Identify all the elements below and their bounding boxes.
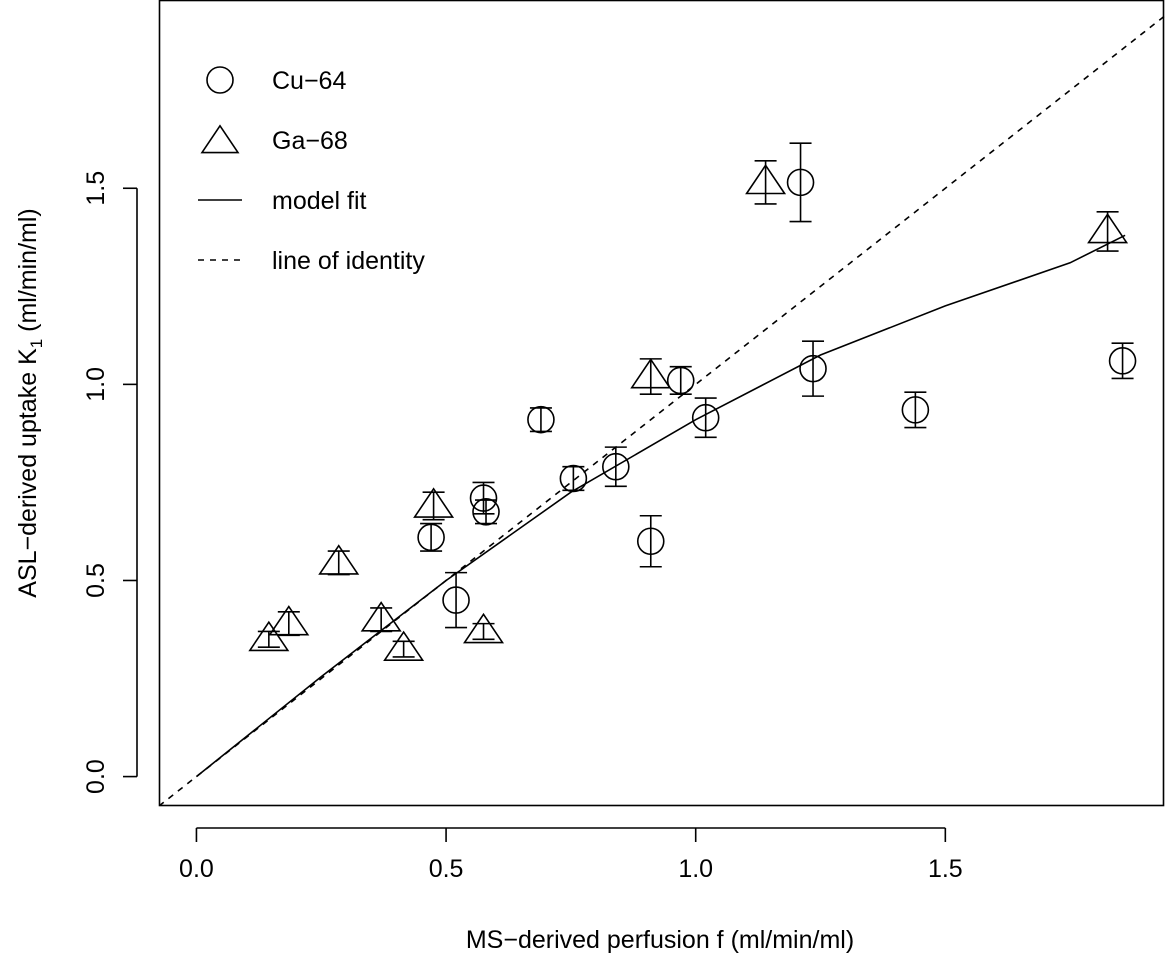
circle-data-point [1108,342,1137,380]
triangle-data-point [630,357,672,395]
legend-item: model fit [198,187,367,215]
triangle-marker [318,544,360,575]
triangle-data-point [248,620,290,652]
circle-marker [417,523,445,552]
triangle-data-point [413,487,455,521]
model-fit-line [195,234,1126,778]
x-tick-label: 1.0 [678,855,713,883]
y-axis-title-subscript: 1 [27,339,46,348]
legend-label: Cu−64 [272,67,346,95]
y-axis-title-main: ASL−derived uptake K [14,348,42,598]
points-layer [248,142,1137,662]
x-tick-label: 0.5 [429,855,464,883]
circle-data-point [469,481,498,515]
circle-data-point [691,397,720,439]
legend-label: model fit [272,187,367,215]
legend: Cu−64 Ga−68 model fit line of identity [198,66,425,275]
triangle-marker [268,605,310,636]
circle-marker [527,405,555,434]
circle-marker [691,403,720,432]
circle-data-point [666,365,695,395]
x-axis-title: MS−derived perfusion f (ml/min/ml) [466,926,854,954]
triangle-data-point [1087,210,1129,252]
circle-marker [666,366,695,395]
circle-marker [472,498,500,526]
circle-data-point [417,522,445,552]
circle-data-point [786,142,815,223]
circle-data-point [602,446,630,488]
x-tick-label: 1.5 [928,855,963,883]
x-tick-label: 0.0 [179,855,214,883]
circle-data-point [901,391,930,429]
triangle-data-point [745,160,787,205]
circle-marker [469,484,498,512]
triangle-data-point [383,630,425,662]
y-tick-label: 0.5 [82,563,110,598]
circle-data-point [472,498,500,526]
circle-data-point [799,340,827,397]
triangle-data-point [318,544,360,576]
triangle-marker [413,487,455,518]
y-axis-title-unit: (ml/min/ml) [14,208,42,339]
triangle-marker [1087,212,1129,244]
triangle-marker [360,601,402,632]
legend-item: line of identity [198,247,425,275]
circle-marker [602,452,630,481]
y-tick-label: 1.5 [82,171,110,206]
circle-marker [901,396,930,424]
y-axis-title: ASL−derived uptake K1 (ml/min/ml) [14,208,46,597]
triangle-marker [463,612,505,644]
circle-marker [1108,347,1137,375]
circle-data-point [527,405,555,434]
triangle-data-point [463,612,505,644]
circle-data-point [442,571,470,629]
triangle-data-point [268,605,310,637]
circle-marker [799,354,827,383]
triangle-marker [383,630,425,662]
legend-triangle-symbol [200,124,240,154]
circle-marker [559,464,588,493]
circle-data-point [559,464,588,493]
axes-layer: 0.0 0.5 1.0 1.5 0.0 0.5 1.0 1.5 [82,0,1165,883]
triangle-data-point [360,601,402,633]
circle-data-point [636,514,665,568]
legend-item: Cu−64 [206,66,346,95]
y-tick-label: 1.0 [82,367,110,402]
lines-layer [159,15,1165,806]
circle-marker [786,168,815,197]
triangle-marker [630,357,672,389]
circle-marker [442,586,470,614]
legend-label: line of identity [272,247,425,275]
y-tick-label: 0.0 [82,759,110,794]
legend-item: Ga−68 [200,124,348,155]
plot-frame [158,0,1165,807]
triangle-marker [745,163,787,195]
circle-marker [636,527,665,556]
legend-circle-symbol [206,66,234,94]
legend-label: Ga−68 [272,127,348,155]
line-of-identity-line [159,15,1165,806]
triangle-marker [248,620,290,652]
